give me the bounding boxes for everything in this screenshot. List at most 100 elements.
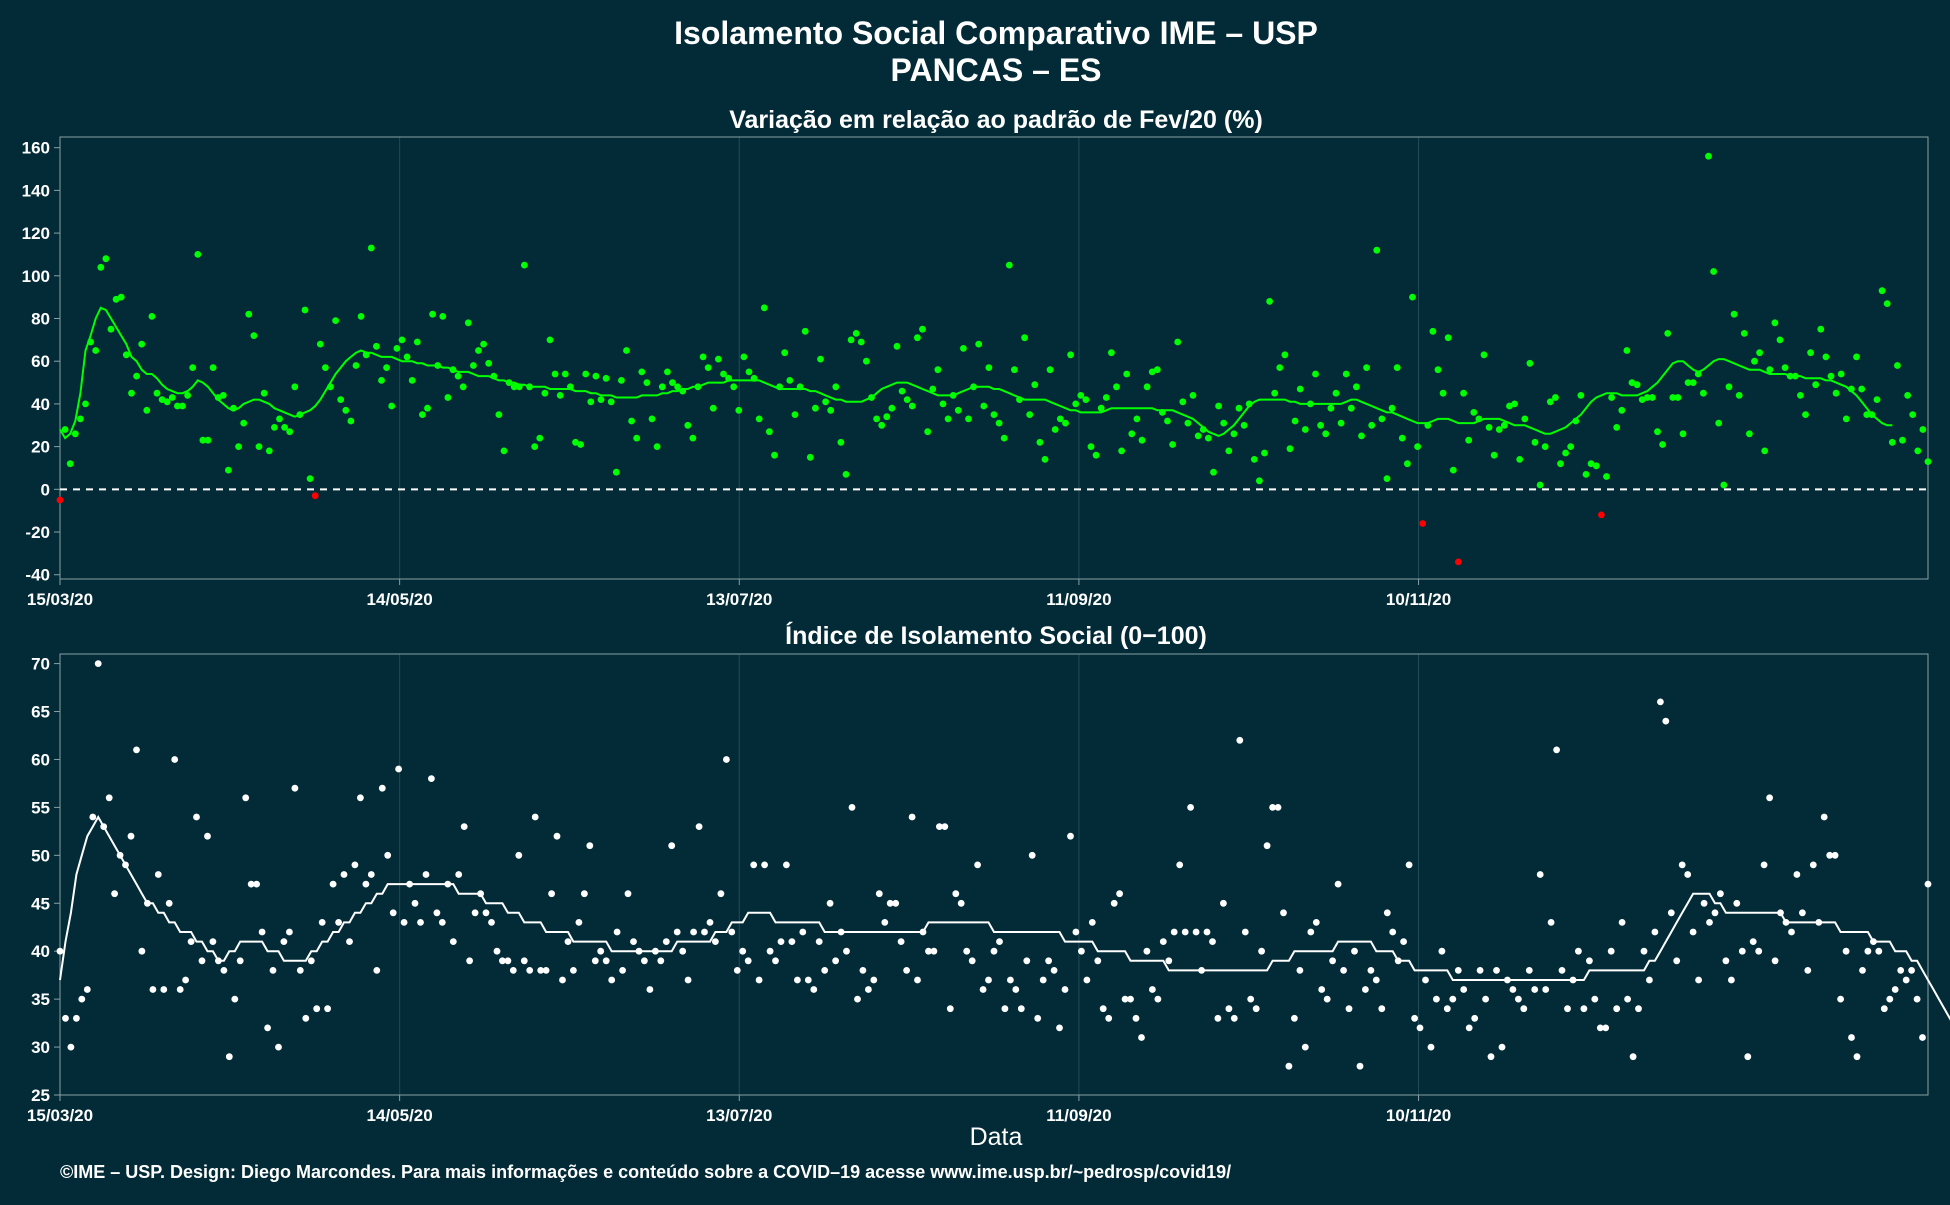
data-point [1569,976,1577,984]
data-point [1250,456,1258,463]
variation-panel: 15/03/20 14/05/20 13/07/20 11/09/20 10/11/20… [22,136,1932,609]
data-point [1367,967,1375,974]
data-point [515,851,523,859]
data-point [873,415,880,423]
data-point [815,938,823,945]
x-tick-label: 15/03/20 [27,1106,93,1125]
data-point [1919,426,1927,433]
data-point [138,340,146,348]
data-point [444,880,452,888]
data-point [174,402,181,410]
data-point [1021,334,1028,342]
data-point [1056,415,1064,423]
data-point [607,398,615,406]
data-point [1520,1005,1528,1013]
data-point [1487,1053,1495,1061]
data-point [398,336,406,344]
data-point [929,385,937,393]
data-point [346,938,353,945]
data-point [1301,426,1309,433]
data-point [258,928,266,936]
data-point [470,362,477,369]
y-tick-label: 40 [31,395,50,414]
data-point [77,415,84,423]
data-point [1276,364,1284,371]
data-point [291,383,299,391]
data-point [1154,995,1162,1003]
data-point [1394,957,1402,965]
data-point [311,492,319,500]
data-point [357,313,365,320]
data-point [619,967,626,974]
data-point [1909,411,1917,418]
y-tick-label: 30 [31,1038,50,1057]
data-point [848,804,856,811]
data-point [1422,976,1429,984]
data-point [1067,832,1074,840]
data-point [1654,428,1661,436]
data-point [204,436,212,444]
data-point [168,394,176,401]
data-point [521,261,528,269]
data-point [1822,353,1830,361]
data-point [903,967,910,974]
data-point [1105,1014,1113,1022]
data-point [1419,520,1427,527]
data-point [1318,986,1326,993]
data-point [1669,394,1677,401]
data-point [1416,1024,1424,1032]
data-point [329,880,337,888]
data-point [695,823,703,830]
data-point [564,938,572,945]
data-point [832,383,840,391]
data-point [1886,995,1894,1003]
data-point [1628,379,1636,386]
data-point [1771,319,1779,327]
data-point [1667,909,1675,917]
data-point [699,353,707,361]
data-point [1689,379,1697,386]
data-point [154,871,162,878]
data-point [996,938,1003,945]
data-point [974,861,981,869]
y-tick-label: 60 [31,750,50,769]
y-tick-label: 140 [22,181,50,200]
data-point [1812,381,1820,389]
data-point [1007,976,1014,984]
data-point [1700,899,1708,907]
y-tick-label: 120 [22,224,50,243]
data-point [1123,370,1131,378]
data-point [1482,995,1489,1003]
data-point [1842,415,1850,423]
data-point [1400,938,1407,945]
data-point [1873,396,1881,403]
data-point [1285,1062,1293,1070]
data-point [337,396,345,403]
data-point [127,832,135,840]
data-point [952,890,960,898]
data-point [1454,967,1462,974]
data-point [1322,430,1330,438]
y-tick-label: 45 [31,894,50,913]
data-point [82,400,89,408]
data-point [1128,430,1136,438]
data-point [148,313,156,320]
data-point [1427,1043,1435,1051]
data-point [1189,392,1197,399]
data-point [62,1014,69,1022]
data-point [1337,419,1345,427]
data-point [187,938,195,945]
data-point [806,453,814,461]
data-point [1165,957,1173,965]
data-point [1214,1014,1222,1022]
data-point [264,1024,271,1032]
data-point [526,967,534,974]
data-point [1159,409,1166,416]
data-point [1170,928,1178,936]
data-point [822,398,829,406]
y-tick-label: 55 [31,798,50,817]
data-point [1618,406,1626,414]
data-point [883,413,891,421]
data-point [1023,957,1031,965]
data-point [582,370,590,378]
